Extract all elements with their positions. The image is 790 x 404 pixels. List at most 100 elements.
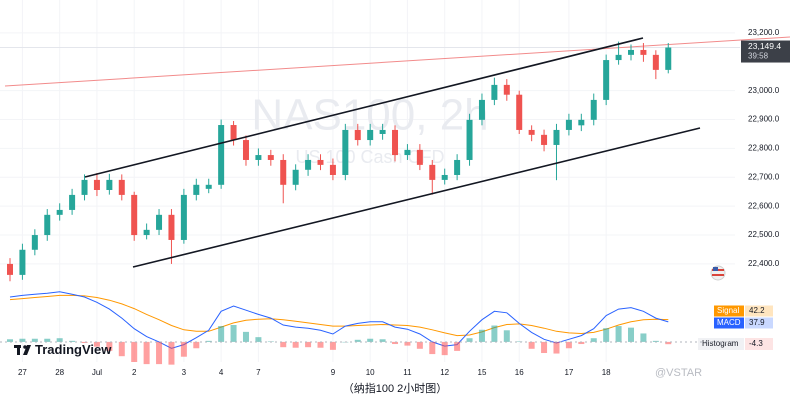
candle-body bbox=[454, 159, 461, 175]
candle-body bbox=[541, 134, 548, 145]
candle-body bbox=[69, 194, 76, 210]
candle-body bbox=[578, 119, 585, 126]
candle-body bbox=[329, 164, 336, 175]
histogram-bar bbox=[392, 341, 399, 345]
logo: TradingView bbox=[14, 342, 112, 357]
candle-body bbox=[106, 179, 113, 190]
macd-panel: Signal 42.2 MACD 37.9 Histogram -4.3 bbox=[7, 291, 773, 365]
histogram-bar bbox=[56, 338, 63, 342]
trend-line bbox=[4, 36, 790, 87]
candle-body bbox=[242, 140, 249, 160]
candle-body bbox=[255, 155, 262, 160]
histogram-bar bbox=[503, 330, 510, 342]
legend-name: MACD bbox=[717, 318, 741, 327]
legend-value-box bbox=[745, 317, 773, 329]
watermark: @VSTAR bbox=[655, 367, 702, 379]
candle-body bbox=[205, 184, 212, 189]
x-tick-label: 7 bbox=[256, 368, 261, 377]
histogram-bar bbox=[317, 341, 324, 348]
candle-body bbox=[218, 125, 225, 185]
candle-body bbox=[603, 60, 610, 100]
candle-body bbox=[168, 214, 175, 240]
candle-body bbox=[354, 129, 361, 141]
y-tick-label: 22,500.0 bbox=[748, 230, 780, 239]
histogram-bar bbox=[143, 341, 150, 365]
candle-body bbox=[615, 54, 622, 61]
candle-body bbox=[81, 179, 88, 195]
logo-icon bbox=[17, 345, 20, 355]
channel-lower bbox=[132, 127, 701, 268]
histogram-bar bbox=[478, 329, 485, 342]
y-tick-label: 22,800.0 bbox=[748, 144, 780, 153]
histogram-bar bbox=[81, 341, 88, 343]
flag-icon bbox=[710, 265, 726, 281]
legend-name-box bbox=[714, 305, 744, 317]
candle-body bbox=[342, 129, 349, 175]
histogram-bar bbox=[491, 325, 498, 342]
histogram-bar bbox=[590, 338, 597, 342]
histogram-bar bbox=[528, 341, 535, 349]
histogram-bar bbox=[205, 340, 212, 342]
candle-body bbox=[478, 99, 485, 120]
candle-body bbox=[565, 119, 572, 130]
histogram-bar bbox=[379, 339, 386, 342]
candle-body bbox=[156, 214, 163, 230]
histogram-bar bbox=[553, 341, 560, 354]
x-tick-label: 11 bbox=[403, 368, 412, 377]
legend-value: -4.3 bbox=[749, 339, 763, 348]
candle-body bbox=[528, 129, 535, 135]
histogram-bar bbox=[230, 325, 237, 342]
candle-body bbox=[230, 125, 237, 141]
legend-name-box bbox=[698, 338, 744, 350]
candle-body bbox=[180, 194, 187, 240]
histogram-bar bbox=[640, 333, 647, 342]
histogram-bar bbox=[466, 338, 473, 342]
histogram-bar bbox=[305, 341, 312, 348]
candle-body bbox=[503, 84, 510, 95]
x-tick-label: 27 bbox=[18, 368, 27, 377]
candle-body bbox=[392, 129, 399, 156]
channel-upper bbox=[84, 37, 644, 178]
histogram-bar bbox=[31, 338, 38, 342]
candle-body bbox=[416, 149, 423, 165]
axes: 23,200.0 23,000.0 22,900.0 22,800.0 22,700.0… bbox=[18, 28, 790, 377]
candle-body bbox=[404, 149, 411, 156]
candle-body bbox=[56, 209, 63, 215]
histogram-bar bbox=[180, 341, 187, 357]
candle-body bbox=[379, 129, 386, 134]
candle-body bbox=[367, 129, 374, 141]
last-price-label: 23,149.4 bbox=[748, 41, 781, 51]
histogram-bar bbox=[416, 341, 423, 349]
x-tick-label: Jul bbox=[92, 368, 102, 377]
candle-body bbox=[31, 235, 38, 250]
histogram-bar bbox=[93, 341, 100, 347]
histogram-bar bbox=[218, 326, 225, 342]
candle-body bbox=[491, 84, 498, 100]
histogram-bar bbox=[652, 340, 659, 342]
legend-name-box bbox=[714, 317, 744, 329]
candle-body bbox=[441, 174, 448, 180]
histogram-bar bbox=[628, 327, 634, 342]
y-tick-label: 23,200.0 bbox=[748, 28, 780, 37]
y-tick-label: 22,700.0 bbox=[748, 172, 780, 181]
x-tick-label: 9 bbox=[331, 368, 336, 377]
candle-body bbox=[516, 94, 523, 130]
candle-body bbox=[131, 194, 138, 236]
histogram-bar bbox=[354, 339, 361, 342]
candle-body bbox=[118, 179, 125, 195]
candle-body bbox=[19, 249, 26, 275]
histogram-bar bbox=[44, 338, 51, 342]
y-tick-label: 22,600.0 bbox=[748, 201, 780, 210]
candle-body bbox=[466, 119, 473, 160]
y-tick-label: 23,000.0 bbox=[748, 86, 780, 95]
histogram-bar bbox=[7, 339, 13, 342]
caption: （纳指100 2小时图） bbox=[343, 381, 448, 395]
histogram-bar bbox=[329, 341, 336, 350]
last-price-box bbox=[741, 40, 790, 63]
candle-body bbox=[267, 155, 274, 160]
candle-body bbox=[640, 49, 647, 55]
candle-body bbox=[193, 184, 200, 195]
candle-body bbox=[628, 49, 634, 55]
histogram-bar bbox=[429, 341, 436, 355]
